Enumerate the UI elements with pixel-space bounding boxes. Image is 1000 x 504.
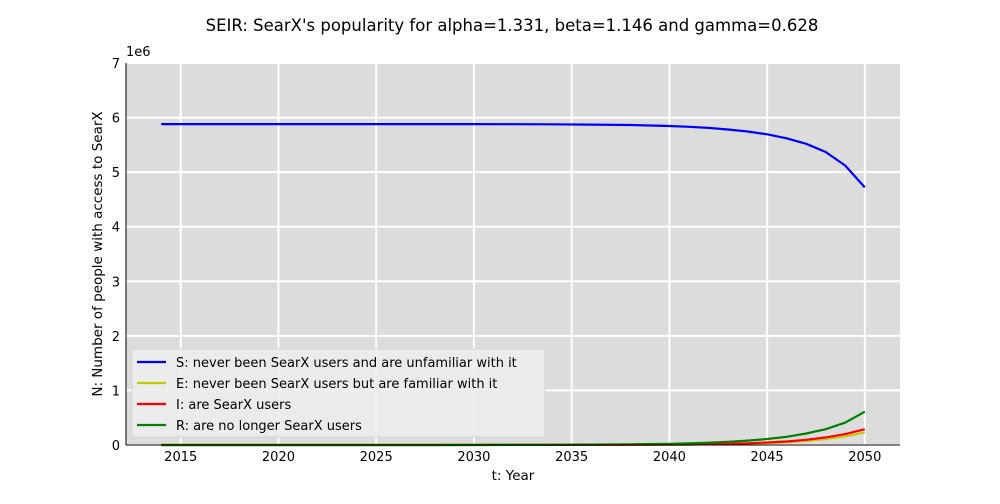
- y-tick-label: 0: [112, 439, 120, 454]
- y-tick-label: 2: [112, 330, 120, 345]
- x-tick-label: 2050: [848, 450, 881, 465]
- x-tick-label: 2015: [164, 450, 197, 465]
- y-tick-label: 4: [112, 221, 120, 236]
- x-tick-label: 2040: [653, 450, 686, 465]
- legend-label-3: R: are no longer SearX users: [176, 419, 362, 434]
- y-axis-label: N: Number of people with access to SearX: [90, 111, 106, 396]
- legend-box: [131, 348, 546, 438]
- y-tick-label: 1: [112, 384, 120, 399]
- y-tick-label: 3: [112, 275, 120, 290]
- legend-label-0: S: never been SearX users and are unfami…: [176, 356, 517, 371]
- y-tick-label: 5: [112, 166, 120, 181]
- x-tick-label: 2025: [360, 450, 393, 465]
- y-axis-ticks: 0 1 2 3 4 5 6 7: [112, 57, 120, 454]
- legend: S: never been SearX users and are unfami…: [131, 348, 546, 438]
- x-tick-label: 2035: [555, 450, 588, 465]
- y-tick-label: 6: [112, 112, 120, 127]
- axes: [125, 63, 900, 446]
- x-axis-ticks: 2015 2020 2025 2030 2035 2040 2045 2050: [164, 450, 881, 465]
- x-tick-label: 2030: [457, 450, 490, 465]
- legend-label-1: E: never been SearX users but are famili…: [176, 377, 497, 392]
- x-tick-label: 2045: [751, 450, 784, 465]
- x-axis-label: t: Year: [492, 468, 535, 484]
- y-tick-label: 7: [112, 57, 120, 72]
- x-tick-label: 2020: [262, 450, 295, 465]
- y-axis-multiplier: 1e6: [126, 45, 151, 60]
- chart-title: SEIR: SearX's popularity for alpha=1.331…: [206, 16, 819, 35]
- legend-label-2: I: are SearX users: [176, 398, 291, 413]
- series-line-0: [161, 122, 866, 189]
